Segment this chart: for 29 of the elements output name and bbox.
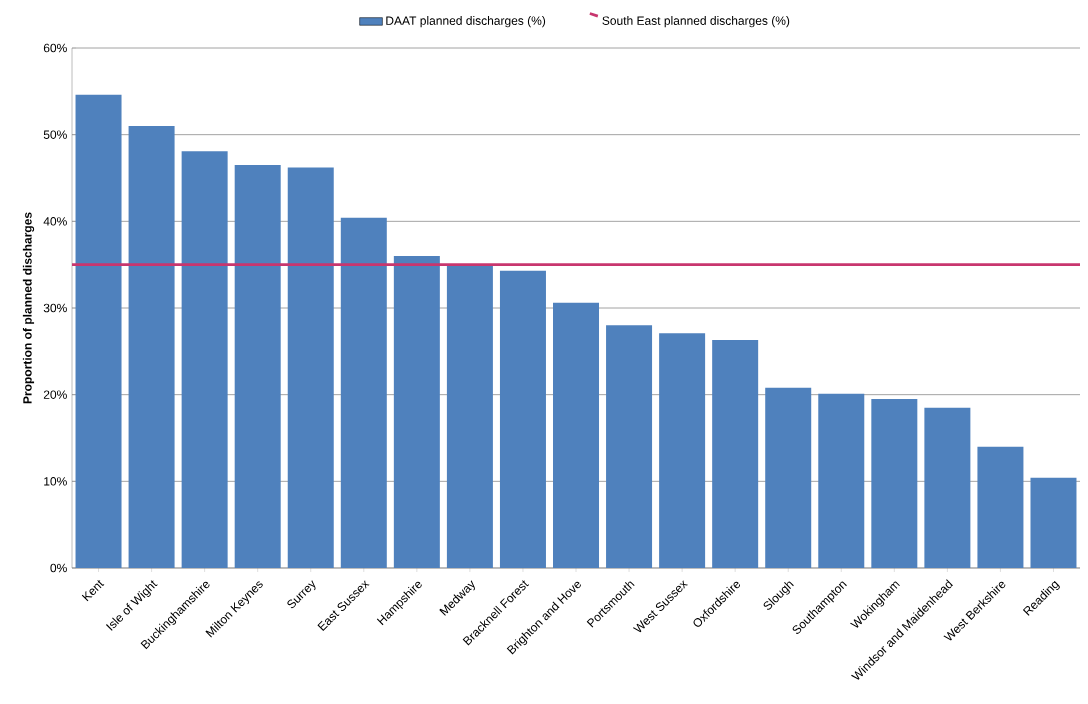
bar [181, 151, 228, 568]
y-tick-label: 30% [43, 303, 67, 313]
bar [393, 256, 440, 568]
bar [287, 167, 334, 568]
bar [977, 446, 1024, 568]
bar [75, 94, 122, 568]
y-tick-label: 10% [44, 477, 67, 486]
bar [234, 165, 281, 568]
bar [659, 333, 706, 568]
y-tick-label: 50% [43, 130, 67, 139]
bar [446, 264, 493, 568]
bar [1030, 477, 1077, 568]
bar [606, 325, 653, 568]
bar [499, 270, 546, 568]
y-tick-label: 20% [43, 390, 67, 399]
y-tick-label: 40% [43, 217, 67, 226]
y-tick-label: 60% [43, 43, 67, 53]
legend-label: South East planned discharges (%) [602, 16, 790, 28]
y-axis-title: Proportion of planned discharges [22, 212, 35, 404]
bar [765, 387, 812, 568]
bar [924, 407, 971, 568]
bar [871, 399, 918, 568]
legend-label: DAAT planned discharges (%) [386, 16, 546, 28]
bar [553, 302, 600, 568]
bar [818, 393, 865, 568]
y-tick-label: 0% [50, 563, 67, 573]
bar [340, 217, 387, 568]
bar [128, 126, 175, 568]
bar [712, 340, 759, 568]
